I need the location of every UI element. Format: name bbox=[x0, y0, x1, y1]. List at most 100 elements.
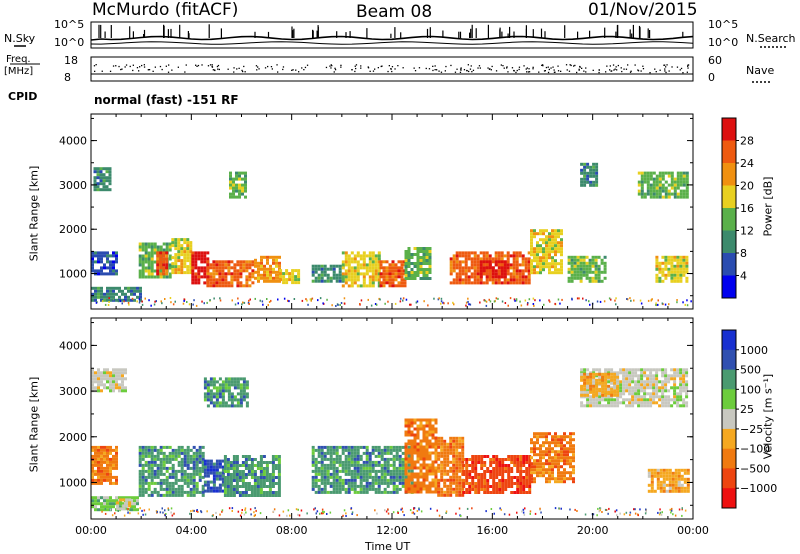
range-speckle bbox=[326, 298, 328, 301]
nave-dot bbox=[301, 67, 303, 69]
range-speckle bbox=[437, 298, 440, 301]
range-speckle bbox=[322, 302, 324, 305]
range-speckle bbox=[658, 513, 661, 516]
nave-dot bbox=[355, 64, 358, 66]
nave-dot bbox=[334, 67, 336, 69]
range-speckle bbox=[647, 299, 650, 302]
nave-dot bbox=[553, 69, 555, 71]
power-y-tick-label: 2000 bbox=[59, 223, 87, 236]
range-speckle bbox=[443, 302, 445, 305]
nave-dot bbox=[242, 70, 244, 73]
nave-dot bbox=[610, 70, 612, 72]
range-speckle bbox=[520, 304, 523, 307]
range-speckle bbox=[533, 304, 535, 307]
range-speckle bbox=[471, 507, 473, 510]
range-speckle bbox=[650, 299, 652, 302]
range-speckle bbox=[350, 507, 353, 510]
power-colorbar-segment bbox=[722, 185, 736, 209]
range-speckle bbox=[136, 300, 138, 303]
range-speckle bbox=[150, 304, 152, 307]
range-speckle bbox=[337, 303, 339, 306]
range-speckle bbox=[469, 303, 472, 306]
range-speckle bbox=[402, 299, 404, 302]
range-speckle bbox=[676, 301, 678, 304]
range-speckle bbox=[250, 513, 252, 516]
range-speckle bbox=[522, 508, 525, 511]
range-speckle bbox=[664, 303, 667, 306]
range-speckle bbox=[661, 302, 664, 305]
power-patch-13 bbox=[379, 260, 407, 288]
nave-dot bbox=[516, 69, 518, 72]
velocity-colorbar-segment bbox=[722, 389, 736, 410]
nave-dot bbox=[271, 68, 273, 70]
range-speckle bbox=[519, 300, 521, 303]
range-speckle bbox=[241, 509, 243, 511]
range-speckle bbox=[569, 508, 571, 511]
range-speckle bbox=[127, 509, 130, 512]
range-speckle bbox=[183, 298, 185, 301]
range-speckle bbox=[645, 510, 647, 513]
nave-dot bbox=[445, 65, 447, 68]
range-speckle bbox=[571, 297, 573, 300]
nave-dot bbox=[330, 67, 332, 69]
range-speckle bbox=[655, 302, 657, 305]
range-speckle bbox=[669, 508, 671, 511]
range-speckle bbox=[604, 508, 607, 511]
freq-frame bbox=[90, 56, 694, 82]
nave-dot bbox=[425, 67, 427, 70]
range-speckle bbox=[322, 512, 325, 515]
nave-dot bbox=[129, 65, 131, 68]
range-speckle bbox=[248, 303, 250, 305]
range-speckle bbox=[588, 300, 590, 303]
range-speckle bbox=[597, 507, 599, 510]
nave-dot bbox=[139, 66, 141, 68]
range-speckle bbox=[129, 512, 131, 515]
range-speckle bbox=[171, 514, 174, 517]
nave-dot bbox=[95, 64, 97, 66]
nave-dot bbox=[528, 68, 530, 70]
nave-dot bbox=[665, 66, 667, 68]
range-speckle bbox=[311, 297, 314, 300]
nave-dot bbox=[270, 66, 273, 68]
range-speckle bbox=[452, 301, 454, 304]
nave-dot bbox=[487, 67, 489, 69]
nave-dot bbox=[502, 65, 504, 67]
range-speckle bbox=[467, 297, 469, 300]
velocity-patch-14 bbox=[580, 372, 620, 397]
nave-dot bbox=[390, 68, 392, 70]
range-speckle bbox=[539, 299, 541, 302]
nave-dot bbox=[606, 65, 608, 67]
range-speckle bbox=[522, 511, 525, 514]
velocity-y-tick-label: 1000 bbox=[59, 476, 87, 489]
velocity-patch-7 bbox=[203, 377, 249, 408]
nave-dot bbox=[463, 69, 466, 71]
range-speckle bbox=[418, 508, 420, 511]
range-speckle bbox=[107, 304, 110, 306]
range-speckle bbox=[156, 510, 158, 513]
nave-dot bbox=[659, 69, 661, 71]
nave-dot bbox=[216, 65, 219, 68]
range-speckle bbox=[241, 303, 243, 306]
nave-dot bbox=[218, 68, 220, 71]
nave-dot bbox=[306, 64, 309, 66]
nave-dot bbox=[598, 71, 600, 74]
nave-dot bbox=[233, 67, 235, 69]
velocity-patch-12 bbox=[530, 432, 575, 484]
range-speckle bbox=[508, 513, 511, 516]
range-speckle bbox=[576, 510, 578, 512]
nave-dot bbox=[570, 64, 572, 67]
nave-dot bbox=[491, 65, 493, 68]
nave-dot bbox=[506, 67, 508, 69]
range-speckle bbox=[418, 507, 420, 510]
range-speckle bbox=[286, 514, 288, 517]
nave-dot bbox=[450, 64, 452, 67]
nave-dot bbox=[402, 67, 404, 69]
range-speckle bbox=[640, 302, 643, 305]
range-speckle bbox=[306, 512, 308, 515]
nave-dot bbox=[523, 65, 525, 67]
nave-dot bbox=[159, 65, 162, 68]
range-speckle bbox=[416, 510, 419, 512]
range-speckle bbox=[270, 299, 272, 302]
range-speckle bbox=[259, 512, 262, 515]
range-speckle bbox=[209, 299, 211, 302]
